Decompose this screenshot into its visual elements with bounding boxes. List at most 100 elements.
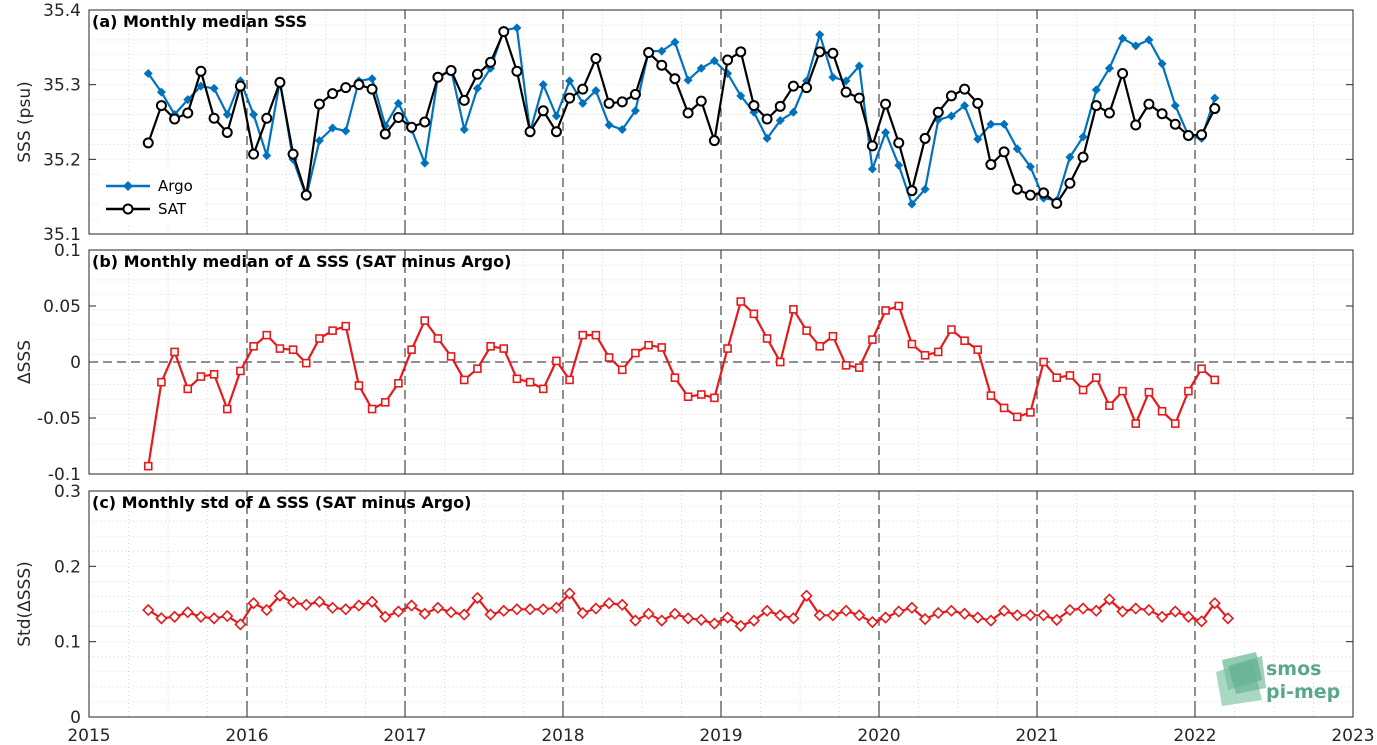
data-point (827, 47, 839, 59)
data-point (734, 619, 747, 632)
data-point (1051, 197, 1063, 209)
data-point (958, 607, 971, 620)
data-point (999, 403, 1009, 413)
data-point (432, 71, 444, 83)
data-point (723, 344, 732, 353)
series-delta-2 (142, 587, 1235, 632)
data-point (247, 597, 260, 610)
series-sat (142, 26, 1221, 209)
data-point (774, 100, 786, 112)
data-point (868, 335, 877, 344)
data-point (458, 608, 471, 621)
data-point (458, 94, 470, 106)
data-point (222, 110, 232, 120)
data-point (577, 83, 589, 95)
data-point (973, 134, 983, 144)
data-point (905, 601, 919, 614)
panel-2: 0 0.1 0.2 0.3 2015 2016 2017 2018 2019 2020 2021 20… (15, 482, 1375, 745)
data-point (629, 88, 641, 100)
data-point (918, 612, 932, 626)
data-point (181, 606, 194, 619)
data-point (1182, 129, 1194, 141)
data-point (656, 59, 668, 71)
x-tick-label: 2018 (541, 726, 584, 745)
data-point (1118, 386, 1127, 396)
data-point (194, 610, 208, 623)
data-point (510, 603, 524, 616)
x-tick-label: 2023 (1331, 726, 1374, 745)
data-point (1076, 602, 1090, 615)
data-point (1012, 412, 1022, 422)
logo-line-2: pi-mep (1266, 681, 1340, 703)
data-point (1116, 605, 1129, 618)
data-point (670, 373, 680, 382)
data-point (1144, 387, 1154, 397)
data-point (262, 151, 272, 161)
data-point (879, 611, 892, 624)
data-point (1063, 603, 1077, 617)
data-point (1143, 98, 1155, 110)
x-tick-label: 2015 (67, 726, 110, 745)
data-point (196, 81, 206, 91)
data-point (866, 140, 878, 152)
data-point (589, 602, 603, 615)
x-tick-label: 2017 (383, 726, 426, 745)
data-point (828, 331, 838, 341)
data-point (629, 614, 642, 627)
data-point (182, 107, 194, 119)
data-point (287, 148, 299, 160)
data-point (1221, 612, 1235, 625)
data-point (813, 609, 826, 622)
data-point (839, 604, 853, 617)
data-point (985, 159, 997, 171)
series-line (147, 26, 1216, 206)
data-point (1103, 593, 1116, 606)
x-tick-label: 2020 (857, 726, 900, 745)
data-point (960, 101, 970, 111)
data-point (1170, 419, 1180, 428)
data-point (157, 377, 166, 387)
data-point (1024, 189, 1036, 201)
data-point (1064, 177, 1076, 189)
data-point (894, 160, 904, 170)
data-point (563, 587, 576, 600)
data-point (1065, 152, 1075, 162)
data-point (196, 372, 206, 381)
data-point (366, 83, 378, 95)
x-tick-label: 2019 (699, 726, 742, 745)
data-point (1078, 385, 1088, 395)
data-point (445, 64, 457, 76)
data-point (907, 339, 917, 349)
data-point (866, 615, 879, 629)
data-point (1025, 162, 1035, 172)
data-point (524, 126, 536, 138)
data-point (1157, 59, 1167, 69)
data-point (735, 46, 747, 58)
data-point (1169, 605, 1182, 618)
data-point (1011, 183, 1023, 195)
data-point (1011, 609, 1024, 622)
data-point (354, 381, 364, 390)
data-point (525, 377, 535, 387)
data-point (379, 128, 391, 140)
data-point (710, 393, 719, 403)
data-point (393, 98, 403, 108)
series-delta-1 (143, 297, 1220, 471)
data-point (472, 83, 482, 93)
plot-border (88, 9, 1354, 235)
data-point (552, 356, 561, 366)
data-point (353, 79, 365, 91)
data-point (1129, 602, 1142, 615)
data-point (221, 609, 234, 623)
data-point (973, 345, 983, 354)
data-point (155, 100, 167, 112)
data-point (459, 124, 469, 134)
data-point (288, 345, 298, 354)
data-point (156, 87, 166, 97)
data-point (471, 68, 483, 80)
data-point (1052, 373, 1062, 382)
data-point (749, 309, 759, 319)
data-point (407, 345, 416, 354)
data-point (669, 73, 681, 85)
data-point (431, 601, 445, 614)
